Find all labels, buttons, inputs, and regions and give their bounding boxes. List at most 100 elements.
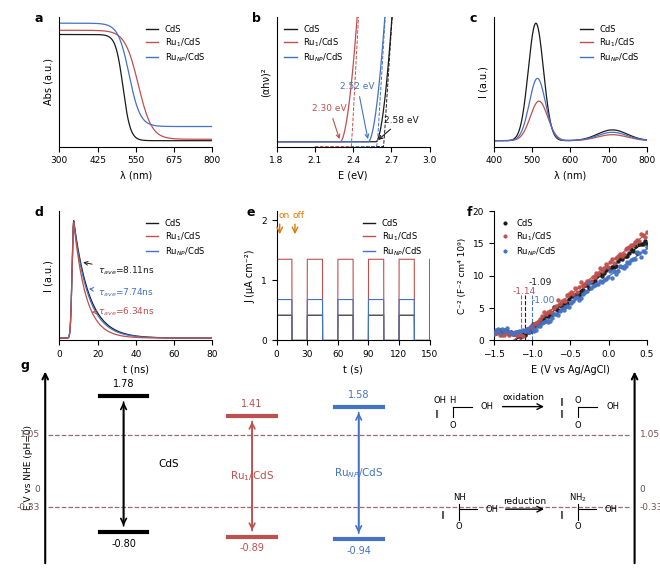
- Point: [562, 290, 573, 299]
- Point: [490, 328, 501, 338]
- Point: [546, 309, 557, 318]
- Point: [587, 272, 598, 281]
- Point: [572, 287, 582, 297]
- Point: [628, 246, 638, 255]
- Point: [638, 239, 648, 248]
- X-axis label: t (s): t (s): [343, 365, 363, 374]
- Point: [632, 248, 642, 257]
- Text: 0: 0: [34, 485, 40, 494]
- Text: E,V vs NHE (pH=0): E,V vs NHE (pH=0): [24, 425, 33, 510]
- Point: [537, 315, 548, 324]
- Point: [543, 308, 553, 317]
- Text: Ru$_{NP}$/CdS: Ru$_{NP}$/CdS: [334, 466, 383, 480]
- Point: [515, 326, 526, 335]
- Text: O: O: [449, 421, 456, 430]
- Text: O: O: [575, 396, 581, 405]
- Point: [576, 278, 586, 287]
- Legend: CdS, Ru$_1$/CdS, Ru$_{NP}$/CdS: CdS, Ru$_1$/CdS, Ru$_{NP}$/CdS: [577, 21, 643, 67]
- Point: [513, 332, 524, 341]
- Point: [640, 247, 650, 256]
- Text: -1.00: -1.00: [531, 296, 554, 305]
- Point: [605, 267, 615, 276]
- Text: -0.33: -0.33: [640, 503, 660, 512]
- Point: [537, 318, 548, 327]
- Point: [579, 279, 590, 288]
- Text: e: e: [246, 206, 255, 219]
- X-axis label: λ (nm): λ (nm): [554, 171, 587, 181]
- Point: [609, 258, 619, 267]
- Point: [515, 330, 526, 339]
- Point: [533, 317, 544, 327]
- Text: ∥: ∥: [560, 509, 564, 519]
- Point: [510, 329, 521, 338]
- Point: [587, 278, 598, 287]
- Point: [525, 323, 536, 332]
- Text: ∥: ∥: [560, 396, 564, 405]
- Point: [513, 326, 524, 335]
- Point: [595, 269, 606, 278]
- Point: [581, 276, 592, 286]
- Point: [578, 285, 588, 294]
- Point: [609, 263, 619, 272]
- X-axis label: E (eV): E (eV): [339, 171, 368, 181]
- Point: [614, 253, 625, 263]
- Point: [552, 295, 563, 305]
- Text: 2.52 eV: 2.52 eV: [341, 82, 375, 138]
- Text: 1.05: 1.05: [640, 430, 660, 439]
- Point: [527, 320, 538, 329]
- Point: [517, 325, 528, 335]
- Point: [556, 297, 567, 306]
- Point: [529, 321, 540, 331]
- Point: [556, 303, 567, 312]
- Point: [506, 328, 517, 338]
- Point: [618, 263, 629, 272]
- Point: [523, 324, 534, 333]
- Point: [601, 266, 611, 275]
- Point: [510, 328, 521, 338]
- Point: [504, 329, 515, 338]
- Point: [554, 306, 565, 316]
- Point: [591, 279, 602, 288]
- Point: [616, 251, 627, 260]
- Point: [589, 276, 600, 286]
- Point: [527, 325, 538, 335]
- Point: [562, 301, 573, 310]
- Text: Ru$_1$/CdS: Ru$_1$/CdS: [230, 469, 274, 483]
- Point: [500, 328, 511, 337]
- Y-axis label: I (a.u.): I (a.u.): [478, 66, 488, 98]
- Point: [642, 227, 652, 237]
- Text: O: O: [575, 522, 581, 531]
- Text: H: H: [449, 396, 456, 405]
- Text: 1.41: 1.41: [242, 399, 263, 409]
- Point: [558, 295, 569, 305]
- Point: [578, 289, 588, 298]
- Text: OH: OH: [434, 396, 446, 405]
- Text: -0.80: -0.80: [111, 538, 136, 549]
- Point: [634, 236, 644, 245]
- Text: $\tau_{ave}$=6.34ns: $\tau_{ave}$=6.34ns: [92, 306, 154, 318]
- Point: [543, 317, 553, 326]
- Text: on: on: [278, 211, 289, 220]
- Text: OH: OH: [605, 505, 618, 514]
- Point: [597, 278, 608, 287]
- Point: [544, 306, 555, 316]
- Point: [593, 269, 604, 279]
- Text: 0: 0: [640, 485, 645, 494]
- Legend: CdS, Ru$_1$/CdS, Ru$_{NP}$/CdS: CdS, Ru$_1$/CdS, Ru$_{NP}$/CdS: [143, 21, 208, 67]
- Point: [531, 325, 542, 335]
- Y-axis label: C⁻² (F⁻² cm⁴ 10⁹): C⁻² (F⁻² cm⁴ 10⁹): [458, 238, 467, 314]
- Point: [512, 327, 522, 336]
- Legend: CdS, Ru$_1$/CdS, Ru$_{NP}$/CdS: CdS, Ru$_1$/CdS, Ru$_{NP}$/CdS: [280, 21, 346, 67]
- Point: [498, 326, 509, 335]
- Point: [543, 312, 553, 321]
- Point: [508, 329, 519, 338]
- Point: [541, 309, 551, 319]
- Y-axis label: Abs (a.u.): Abs (a.u.): [44, 58, 54, 106]
- Point: [535, 317, 546, 327]
- Point: [566, 288, 577, 297]
- Legend: CdS, Ru$_1$/CdS, Ru$_{NP}$/CdS: CdS, Ru$_1$/CdS, Ru$_{NP}$/CdS: [360, 215, 426, 261]
- Text: ∥: ∥: [435, 408, 439, 417]
- Point: [539, 317, 550, 327]
- Point: [640, 233, 650, 242]
- Point: [544, 310, 555, 319]
